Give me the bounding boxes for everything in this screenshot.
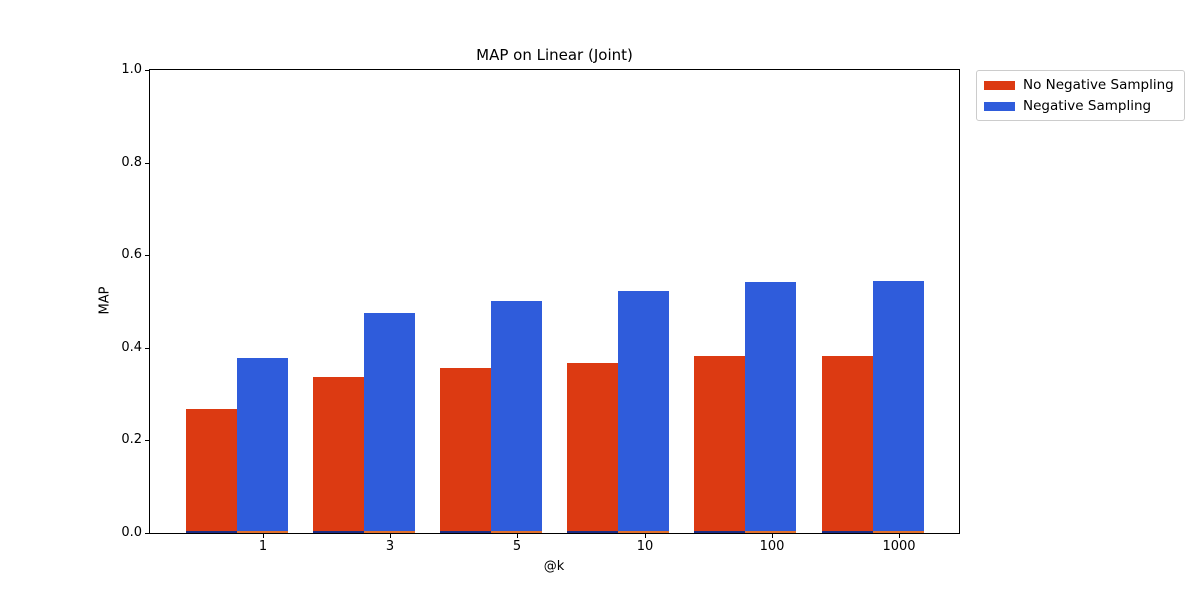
y-tick-mark (145, 255, 149, 256)
x-tick-mark (263, 534, 264, 538)
y-tick-label: 0.6 (121, 247, 142, 262)
chart-title: MAP on Linear (Joint) (476, 46, 633, 64)
baseline-strip (873, 531, 924, 533)
baseline-strip (567, 531, 618, 533)
y-tick-label: 0.4 (121, 340, 142, 355)
bar-no-negative-sampling-at-k-100 (694, 356, 745, 533)
x-tick-label: 100 (759, 539, 785, 554)
y-tick-mark (145, 70, 149, 71)
legend-item: Negative Sampling (984, 98, 1174, 114)
x-tick-label: 1000 (882, 539, 916, 554)
x-tick-label: 1 (258, 539, 268, 554)
x-tick-mark (772, 534, 773, 538)
legend-label: Negative Sampling (1023, 98, 1152, 114)
bar-negative-sampling-at-k-1000 (873, 281, 924, 533)
legend-label: No Negative Sampling (1023, 77, 1174, 93)
y-tick-label: 0.8 (121, 155, 142, 170)
x-tick-label: 5 (512, 539, 522, 554)
baseline-strip (440, 531, 491, 533)
baseline-strip (745, 531, 796, 533)
y-tick-mark (145, 533, 149, 534)
baseline-strip (186, 531, 237, 533)
legend-swatch-no-negative-sampling (984, 80, 1015, 90)
y-tick-label: 0.0 (121, 525, 142, 540)
bar-negative-sampling-at-k-100 (745, 282, 796, 533)
bar-negative-sampling-at-k-5 (491, 301, 542, 533)
baseline-strip (364, 531, 415, 533)
bar-negative-sampling-at-k-1 (237, 358, 288, 533)
bar-no-negative-sampling-at-k-3 (313, 377, 364, 533)
baseline-strip (822, 531, 873, 533)
bar-negative-sampling-at-k-3 (364, 313, 415, 533)
x-tick-mark (645, 534, 646, 538)
baseline-strip (237, 531, 288, 533)
baseline-strip (694, 531, 745, 533)
legend-item: No Negative Sampling (984, 77, 1174, 93)
x-tick-mark (390, 534, 391, 538)
y-tick-mark (145, 348, 149, 349)
y-axis-label: MAP (97, 286, 113, 315)
x-tick-mark (517, 534, 518, 538)
y-tick-label: 0.2 (121, 432, 142, 447)
bar-no-negative-sampling-at-k-5 (440, 368, 491, 533)
baseline-strip (313, 531, 364, 533)
x-tick-label: 3 (385, 539, 395, 554)
x-tick-mark (899, 534, 900, 538)
bar-no-negative-sampling-at-k-1000 (822, 356, 873, 533)
legend: No Negative Sampling Negative Sampling (976, 70, 1185, 121)
baseline-strip (618, 531, 669, 533)
x-axis-label: @k (543, 559, 565, 574)
bar-negative-sampling-at-k-10 (618, 291, 669, 533)
y-tick-mark (145, 440, 149, 441)
baseline-strip (491, 531, 542, 533)
legend-swatch-negative-sampling (984, 101, 1015, 111)
bar-no-negative-sampling-at-k-10 (567, 363, 618, 533)
bar-no-negative-sampling-at-k-1 (186, 409, 237, 533)
y-tick-label: 1.0 (121, 62, 142, 77)
x-tick-label: 10 (636, 539, 654, 554)
y-tick-mark (145, 163, 149, 164)
plot-area (149, 69, 960, 534)
